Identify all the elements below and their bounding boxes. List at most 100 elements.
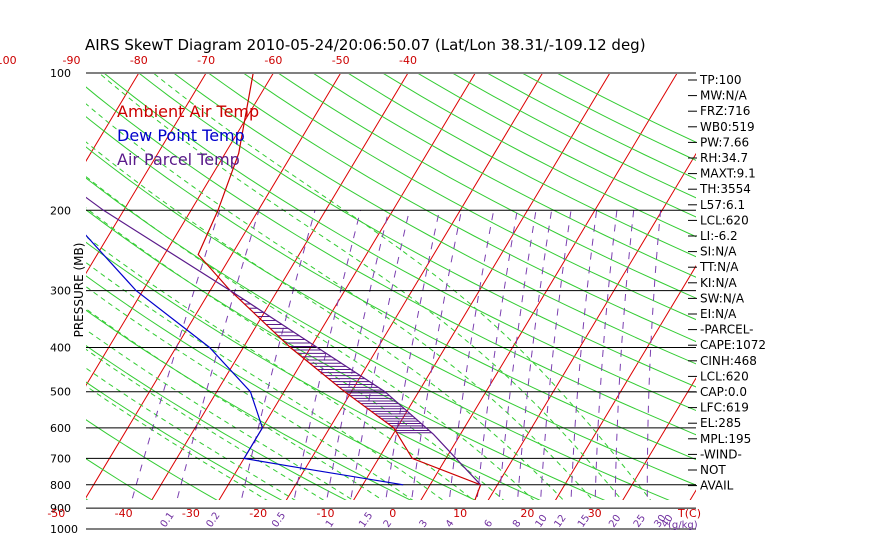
dry-adiabat [278, 74, 696, 299]
dry-adiabat [487, 74, 696, 180]
stats-item: LCL:620 [700, 213, 749, 227]
bottom-temp-tick-label: -10 [317, 507, 335, 520]
mixing-ratio-line [240, 210, 316, 500]
isotherm-line [487, 152, 696, 500]
dry-adiabat [313, 74, 696, 278]
dry-adiabat [208, 74, 696, 343]
stats-item: MAXT:9.1 [700, 167, 756, 181]
chart-grid [0, 73, 870, 539]
isotherm-line [86, 74, 207, 275]
moist-adiabat [86, 262, 444, 500]
dry-adiabat [86, 345, 347, 500]
mixing-ratio-label: 0.5 [270, 510, 288, 529]
mixing-ratio-label: 2 [382, 518, 395, 530]
mixing-ratio-label: 12 [552, 513, 568, 530]
bottom-temp-tick-label: 0 [389, 507, 396, 520]
moist-adiabat [86, 141, 565, 500]
isotherm-line [285, 74, 543, 500]
top-temp-tick-label: -100 [0, 54, 17, 67]
dry-adiabat [86, 458, 154, 500]
pressure-tick-label: 200 [50, 204, 71, 217]
stats-item: EI:N/A [700, 307, 737, 321]
bottom-temp-tick-label: 20 [520, 507, 534, 520]
mixing-ratio-line [476, 210, 518, 500]
moist-adiabat [153, 74, 652, 500]
stats-item: TP:100 [699, 73, 742, 87]
mixing-ratio-label: 25 [632, 513, 648, 530]
mixing-ratio-label: 1 [324, 518, 337, 530]
isotherm-line [734, 73, 870, 539]
top-temp-tick-label: -90 [63, 54, 81, 67]
mixing-ratio-label: 4 [444, 518, 457, 530]
isotherm-line [420, 74, 678, 500]
mixing-ratio-unit-label: (g/kg) [668, 520, 698, 531]
dry-adiabat [86, 209, 606, 500]
pressure-tick-label: 400 [50, 342, 71, 355]
mixing-ratio-line [293, 210, 362, 500]
dry-adiabat [86, 275, 476, 500]
isotherm-line [555, 265, 696, 500]
dry-adiabat [104, 74, 696, 412]
bottom-temp-tick-label: 30 [588, 507, 602, 520]
dry-adiabat [86, 381, 283, 500]
stats-item: TH:3554 [699, 182, 751, 196]
dry-adiabat [86, 146, 696, 486]
isotherm-line [86, 74, 274, 387]
dry-adiabat [174, 74, 696, 365]
stats-item: -WIND- [700, 447, 742, 461]
top-temp-tick-label: -60 [264, 54, 282, 67]
bottom-temp-tick-label: -50 [47, 507, 65, 520]
y-axis-label: PRESSURE (MB) [72, 243, 86, 338]
stats-item: FRZ:716 [700, 104, 750, 118]
legend-entry: Ambient Air Temp [117, 102, 259, 121]
moist-adiabat [86, 308, 384, 500]
stats-item: EL:285 [700, 416, 741, 430]
isotherm-line [218, 74, 476, 500]
top-temp-tick-label: -80 [130, 54, 148, 67]
pressure-tick-label: 500 [50, 386, 71, 399]
top-temp-tick-label: -70 [197, 54, 215, 67]
mixing-ratio-label: 6 [483, 518, 496, 530]
isotherm-line [622, 377, 696, 500]
isotherm-line [86, 74, 341, 499]
stats-item: NOT [700, 463, 726, 477]
isotherm-line [689, 489, 696, 500]
stats-item: PW:7.66 [700, 135, 749, 149]
isotherm-line [802, 73, 870, 539]
stats-item: L57:6.1 [700, 198, 745, 212]
sounding-series [86, 74, 482, 500]
mixing-ratio-label: 1.5 [357, 510, 375, 529]
pressure-tick-label: 100 [50, 67, 71, 80]
mixing-ratio-line [176, 210, 260, 500]
stats-item: KI:N/A [700, 276, 737, 290]
chart-title: AIRS SkewT Diagram 2010-05-24/20:06:50.0… [85, 36, 646, 54]
stats-item: AVAIL [700, 479, 734, 493]
pressure-tick-label: 300 [50, 285, 71, 298]
stats-item: RH:34.7 [700, 151, 748, 165]
mixing-ratio-line [326, 210, 390, 500]
pressure-lines [86, 72, 696, 530]
isotherm-line [0, 73, 4, 539]
mixing-ratio-label: 20 [607, 513, 623, 530]
dry-adiabat [86, 419, 218, 500]
bottom-temp-tick-label: -20 [249, 507, 267, 520]
mixing-ratio-label: 3 [418, 518, 431, 530]
mixing-ratio-line [131, 210, 221, 500]
dry-adiabat [86, 177, 670, 500]
moist-adiabat [86, 103, 594, 500]
series-dewpoint-line [86, 234, 404, 486]
series-ambient-line [197, 74, 482, 500]
series-parcel-line [86, 196, 482, 486]
dry-adiabat [418, 74, 696, 218]
dry-adiabat [243, 74, 696, 321]
moist-adiabat [86, 367, 296, 500]
stats-item: CAP:0.0 [700, 385, 747, 399]
stats-item: LCL:620 [700, 369, 749, 383]
mixing-ratio-line [646, 210, 662, 500]
moist-adiabat [86, 348, 325, 500]
dry-adiabat [348, 74, 696, 258]
bottom-temp-tick-label: -30 [182, 507, 200, 520]
pressure-tick-label: 700 [50, 452, 71, 465]
